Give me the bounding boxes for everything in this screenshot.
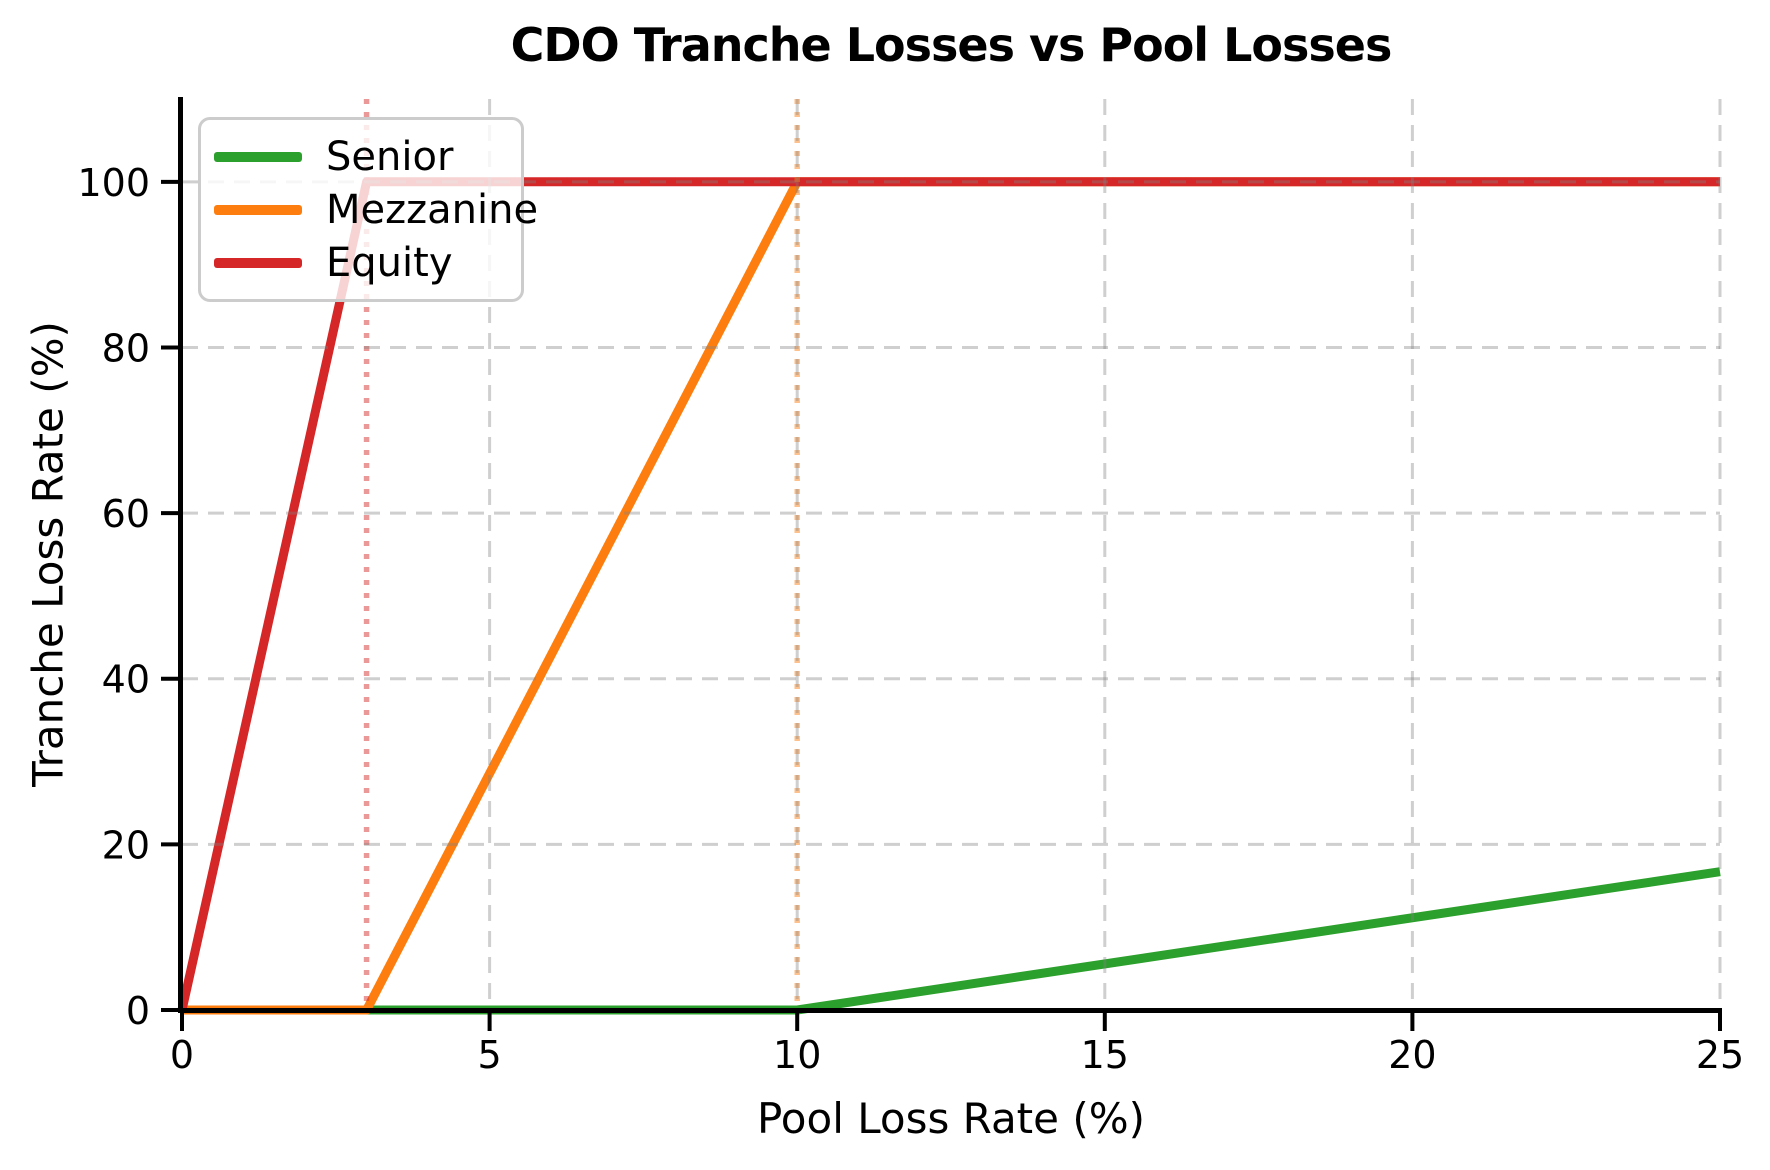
legend-swatch-senior (214, 151, 302, 162)
legend-swatch-equity (214, 257, 302, 268)
legend-label: Equity (326, 239, 453, 286)
x-tick-label: 0 (170, 1033, 194, 1077)
legend-swatch-mezzanine (214, 204, 302, 215)
series-line-equity (177, 177, 1720, 1011)
y-tick-label: 100 (77, 161, 150, 205)
series-line-mezzanine (182, 177, 1720, 1015)
x-axis-label: Pool Loss Rate (%) (756, 1094, 1146, 1143)
x-tick-label: 15 (1081, 1033, 1129, 1077)
y-tick-label: 0 (126, 989, 150, 1033)
x-tick-label: 5 (478, 1033, 502, 1077)
legend-label: Mezzanine (326, 186, 539, 233)
x-tick-label: 25 (1696, 1033, 1744, 1077)
y-tick-label: 40 (102, 658, 150, 702)
legend-item-equity: Equity (214, 243, 503, 283)
x-tick-label: 20 (1388, 1033, 1436, 1077)
legend-label: Senior (326, 133, 454, 180)
y-axis-label: Tranche Loss Rate (%) (23, 321, 73, 787)
legend-item-senior: Senior (214, 137, 503, 177)
y-tick-label: 20 (102, 823, 150, 867)
y-tick-label: 80 (102, 326, 150, 370)
legend: Senior Mezzanine Equity (198, 117, 538, 302)
x-tick-label: 10 (773, 1033, 821, 1077)
chart-title: CDO Tranche Losses vs Pool Losses (510, 18, 1393, 72)
y-tick-label: 60 (102, 492, 150, 536)
legend-item-mezzanine: Mezzanine (214, 190, 538, 230)
series-line-senior (182, 867, 1721, 1015)
